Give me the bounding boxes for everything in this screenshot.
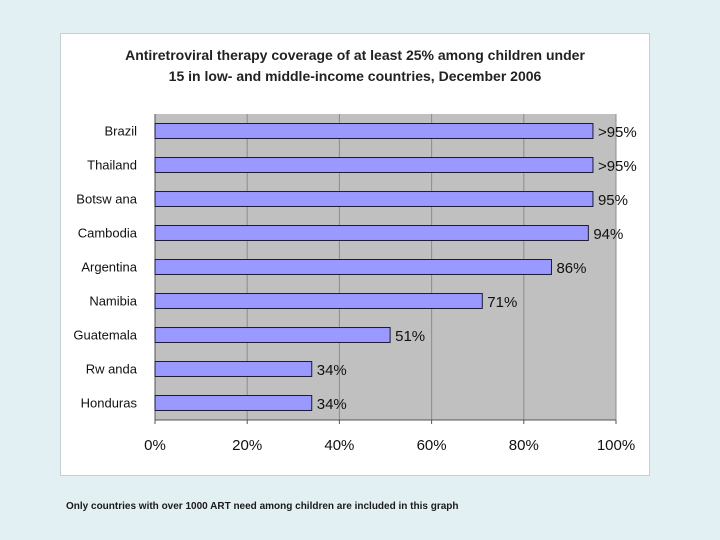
data-label: 51% [395, 328, 425, 345]
category-label: Thailand [87, 158, 137, 173]
bar [154, 157, 594, 173]
bar [154, 191, 594, 207]
data-label: 95% [598, 192, 628, 209]
chart-title-line: 15 in low- and middle-income countries, … [169, 68, 542, 84]
chart-title-line: Antiretroviral therapy coverage of at le… [125, 47, 585, 63]
category-label: Brazil [104, 124, 137, 139]
bar [154, 259, 552, 275]
footnote: Only countries with over 1000 ART need a… [66, 501, 459, 512]
x-tick-label: 0% [144, 437, 166, 454]
bar [154, 327, 391, 343]
bar [154, 361, 313, 377]
data-label: 34% [317, 396, 347, 413]
bar [154, 395, 313, 411]
bar [154, 293, 483, 309]
category-label: Guatemala [73, 328, 137, 343]
category-label: Cambodia [78, 226, 138, 241]
x-tick-label: 80% [509, 437, 539, 454]
category-label: Honduras [81, 396, 138, 411]
bar-chart: Antiretroviral therapy coverage of at le… [73, 47, 637, 454]
data-label: >95% [598, 158, 637, 175]
x-tick-label: 100% [597, 437, 635, 454]
data-label: >95% [598, 124, 637, 141]
category-label: Argentina [81, 260, 137, 275]
bar [154, 123, 594, 139]
chart-frame: Antiretroviral therapy coverage of at le… [60, 33, 650, 476]
x-tick-label: 20% [232, 437, 262, 454]
category-label: Rw anda [86, 362, 138, 377]
x-tick-label: 40% [324, 437, 354, 454]
data-label: 71% [487, 294, 517, 311]
category-label: Namibia [89, 294, 137, 309]
data-label: 94% [593, 226, 623, 243]
category-label: Botsw ana [76, 192, 137, 207]
data-label: 86% [556, 260, 586, 277]
bar [154, 225, 589, 241]
data-label: 34% [317, 362, 347, 379]
x-tick-label: 60% [417, 437, 447, 454]
